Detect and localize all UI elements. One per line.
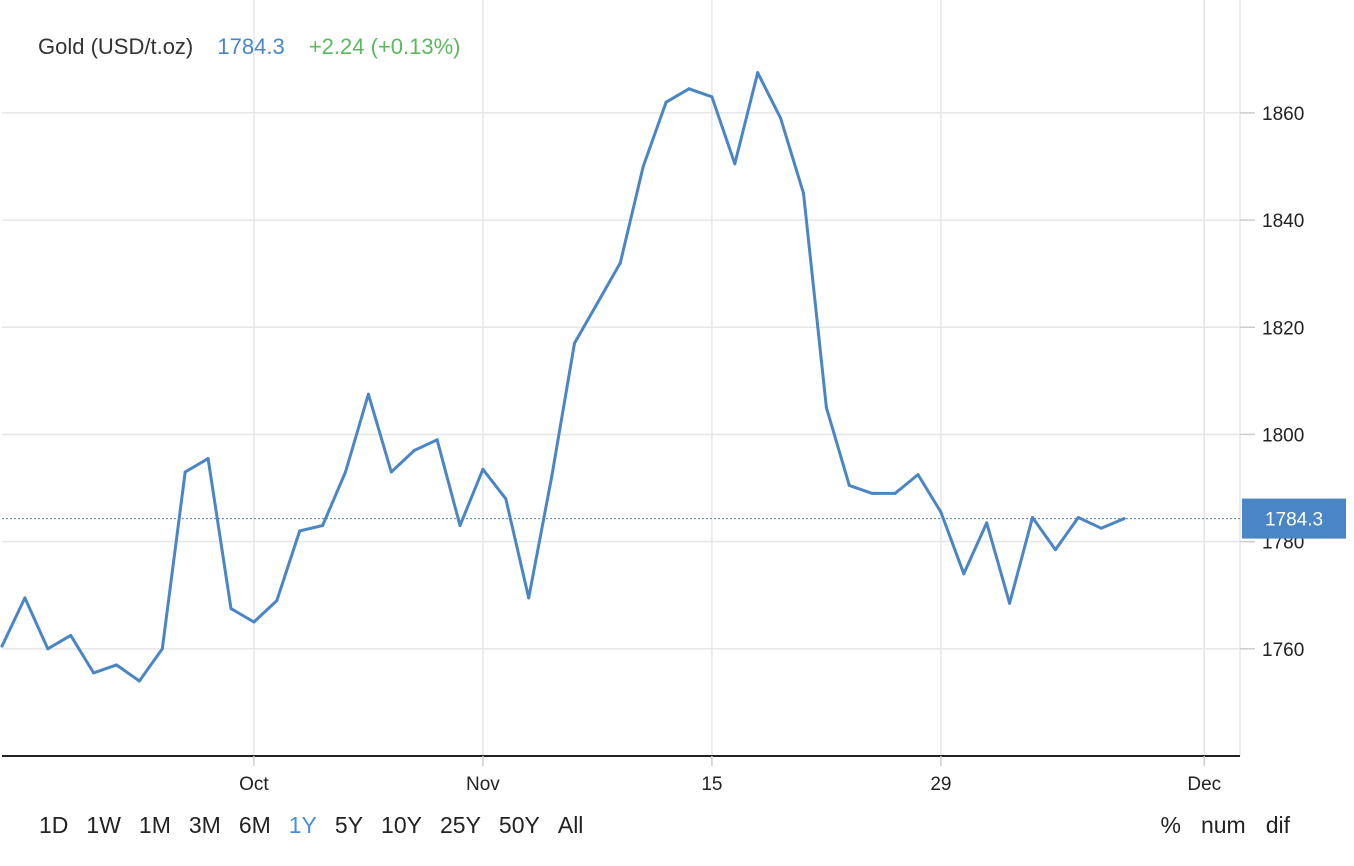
data-point <box>0 644 4 648</box>
data-point <box>985 521 989 525</box>
data-point <box>962 572 966 576</box>
data-point <box>458 524 462 528</box>
data-point <box>527 596 531 600</box>
current-price: 1784.3 <box>217 34 285 59</box>
gold-price-line <box>0 71 1125 683</box>
x-axis-ticks: Oct Nov 15 29 Dec <box>239 756 1221 795</box>
data-point <box>824 406 828 410</box>
data-point <box>893 491 897 495</box>
data-point <box>435 438 439 442</box>
data-point <box>641 164 645 168</box>
chart-header: Gold (USD/t.oz) 1784.3 +2.24 (+0.13%) <box>38 34 478 60</box>
range-button-1w[interactable]: 1W <box>86 812 121 838</box>
last-price-badge-bg <box>1242 498 1346 539</box>
range-button-5y[interactable]: 5Y <box>334 812 364 838</box>
range-button-3m[interactable]: 3M <box>188 812 221 838</box>
range-button-25y[interactable]: 25Y <box>439 812 481 838</box>
y-tick-label: 1840 <box>1262 211 1304 232</box>
data-point <box>46 647 50 651</box>
data-point <box>504 497 508 501</box>
data-point <box>939 510 943 514</box>
data-point <box>481 467 485 471</box>
data-point <box>115 663 118 667</box>
data-point <box>229 607 233 611</box>
x-tick-label: Dec <box>1187 774 1221 795</box>
range-button-all[interactable]: All <box>557 812 584 838</box>
data-point <box>779 116 783 120</box>
data-point <box>389 470 393 474</box>
data-point <box>756 71 760 75</box>
range-button-50y[interactable]: 50Y <box>498 812 540 838</box>
y-tick-label: 1760 <box>1262 640 1304 661</box>
data-point <box>916 473 920 477</box>
data-point <box>1076 516 1080 520</box>
vertical-grid <box>253 0 1241 756</box>
horizontal-grid <box>2 112 1240 650</box>
data-point <box>275 599 279 603</box>
data-point <box>206 457 210 461</box>
mode-button-percent[interactable]: % <box>1160 812 1181 838</box>
data-point <box>595 301 599 305</box>
data-point <box>550 475 554 479</box>
range-button-10y[interactable]: 10Y <box>381 812 422 838</box>
data-point <box>1053 548 1057 552</box>
data-point <box>1031 516 1034 520</box>
data-point <box>573 341 576 345</box>
data-point <box>687 87 691 91</box>
y-tick-label: 1860 <box>1262 104 1304 125</box>
range-selector: 1D 1W 1M 3M 6M 1Y 5Y 10Y 25Y 50Y All <box>30 812 592 839</box>
x-tick-label: Oct <box>239 774 269 795</box>
last-price-label: 1784.3 <box>1265 510 1323 531</box>
data-point <box>412 449 416 453</box>
x-tick-label: 15 <box>701 774 722 795</box>
data-point <box>92 671 96 675</box>
y-tick-label: 1820 <box>1262 318 1304 339</box>
x-tick-label: Nov <box>466 774 500 795</box>
data-point <box>1099 526 1103 530</box>
price-change: +2.24 (+0.13%) <box>308 34 461 59</box>
range-button-1y[interactable]: 1Y <box>288 812 317 838</box>
data-point <box>183 470 187 474</box>
data-points <box>0 71 1126 683</box>
data-point <box>847 483 851 487</box>
range-button-6m[interactable]: 6M <box>238 812 271 838</box>
data-point <box>252 620 256 624</box>
data-point <box>1122 517 1126 521</box>
data-point <box>366 392 370 396</box>
data-point <box>870 491 874 495</box>
data-point <box>69 633 73 637</box>
y-tick-label: 1800 <box>1262 425 1304 446</box>
data-point <box>664 100 668 104</box>
data-point <box>733 162 737 166</box>
data-point <box>321 524 325 528</box>
chart-title: Gold (USD/t.oz) <box>38 34 194 59</box>
data-point <box>298 529 302 533</box>
data-point <box>802 191 805 195</box>
last-price-badge: 1784.3 <box>1242 498 1346 539</box>
x-tick-label: 29 <box>930 774 951 795</box>
data-point <box>160 647 164 651</box>
mode-button-dif[interactable]: dif <box>1265 812 1290 838</box>
mode-button-num[interactable]: num <box>1200 812 1246 838</box>
data-point <box>344 470 347 474</box>
data-point <box>137 679 141 683</box>
mode-selector: % num dif <box>1151 812 1301 839</box>
data-point <box>1008 601 1012 605</box>
range-button-1d[interactable]: 1D <box>39 812 69 838</box>
data-point <box>23 596 27 600</box>
data-point <box>618 261 622 265</box>
data-point <box>710 95 714 99</box>
range-button-1m[interactable]: 1M <box>138 812 171 838</box>
